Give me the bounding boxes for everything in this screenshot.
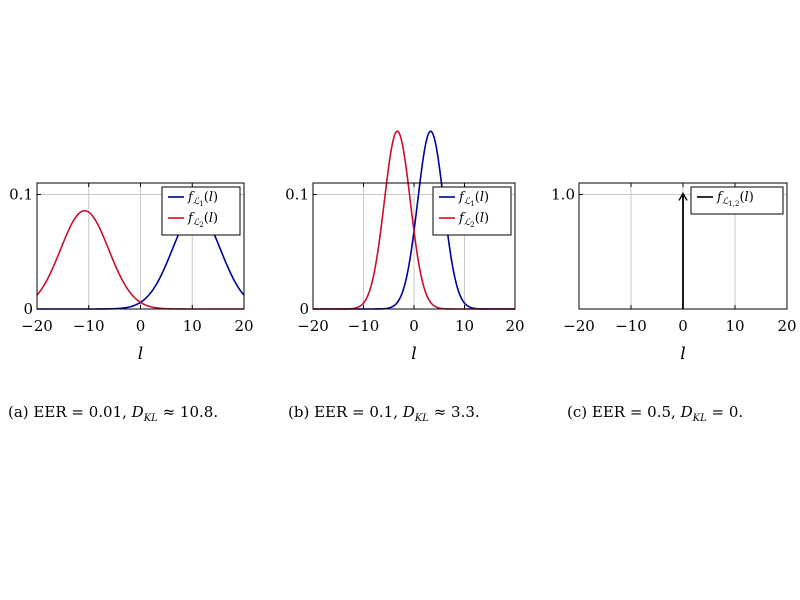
x-tick-label-1: −10 <box>615 317 647 335</box>
x-tick-label-2: 0 <box>678 317 688 335</box>
chart-panel-c: −20 −10 0 10 20 1.0 l fℒ1,2(l) <box>551 182 797 364</box>
legend-box <box>690 186 784 215</box>
x-tick-label-1: −10 <box>73 317 105 335</box>
legend-box <box>161 186 241 236</box>
impulse-arrowhead-0 <box>678 192 688 201</box>
legend: fℒ1(l) fℒ2(l) <box>432 186 512 236</box>
x-tick-label-3: 10 <box>455 317 474 335</box>
legend-label-0: fℒ1(l) <box>458 190 489 208</box>
y-tick-label-0: 0 <box>23 300 33 318</box>
x-tick-label-3: 10 <box>183 317 202 335</box>
chart-panel-a: −20 −10 0 10 20 0 0.1 l fℒ1(l) fℒ2(l) <box>9 182 254 364</box>
y-tick-label-0: 0 <box>299 300 309 318</box>
caption-a-dkl: DKL <box>131 403 158 424</box>
x-tick-label-2: 0 <box>409 317 419 335</box>
caption-b: (b) EER = 0.1, DKL ≈ 3.3. <box>288 403 480 424</box>
x-axis-label: l <box>411 344 416 364</box>
legend: fℒ1,2(l) <box>690 186 784 215</box>
legend: fℒ1(l) fℒ2(l) <box>161 186 241 236</box>
caption-c-value: = 0. <box>706 403 744 421</box>
x-tick-label-4: 20 <box>234 317 253 335</box>
legend-label-1: fℒ2(l) <box>187 211 218 229</box>
x-axis-label: l <box>680 344 685 364</box>
x-tick-label-0: −20 <box>21 317 53 335</box>
caption-b-prefix: (b) EER = 0.1, <box>288 403 403 421</box>
legend-label-1: fℒ2(l) <box>458 211 489 229</box>
x-tick-label-4: 20 <box>505 317 524 335</box>
caption-c-dkl: DKL <box>680 403 707 424</box>
x-tick-label-0: −20 <box>563 317 595 335</box>
x-tick-label-3: 10 <box>725 317 744 335</box>
caption-b-dkl: DKL <box>402 403 429 424</box>
caption-a-value: ≈ 10.8. <box>157 403 219 421</box>
caption-c: (c) EER = 0.5, DKL = 0. <box>567 403 743 424</box>
caption-c-prefix: (c) EER = 0.5, <box>567 403 681 421</box>
caption-a: (a) EER = 0.01, DKL ≈ 10.8. <box>8 403 218 424</box>
legend-label-0: fℒ1(l) <box>187 190 218 208</box>
x-tick-label-4: 20 <box>777 317 796 335</box>
x-axis-label: l <box>138 344 143 364</box>
y-tick-label-0: 1.0 <box>551 185 575 203</box>
legend-label-0: fℒ1,2(l) <box>716 190 754 208</box>
x-tick-label-2: 0 <box>136 317 146 335</box>
chart-panel-b: −20 −10 0 10 20 0 0.1 l fℒ1(l) fℒ2(l) <box>285 130 525 364</box>
caption-b-value: ≈ 3.3. <box>428 403 480 421</box>
x-tick-label-1: −10 <box>348 317 380 335</box>
legend-box <box>432 186 512 236</box>
x-tick-label-0: −20 <box>297 317 329 335</box>
caption-a-prefix: (a) EER = 0.01, <box>8 403 132 421</box>
y-tick-label-1: 0.1 <box>285 185 309 203</box>
y-tick-label-1: 0.1 <box>9 185 33 203</box>
